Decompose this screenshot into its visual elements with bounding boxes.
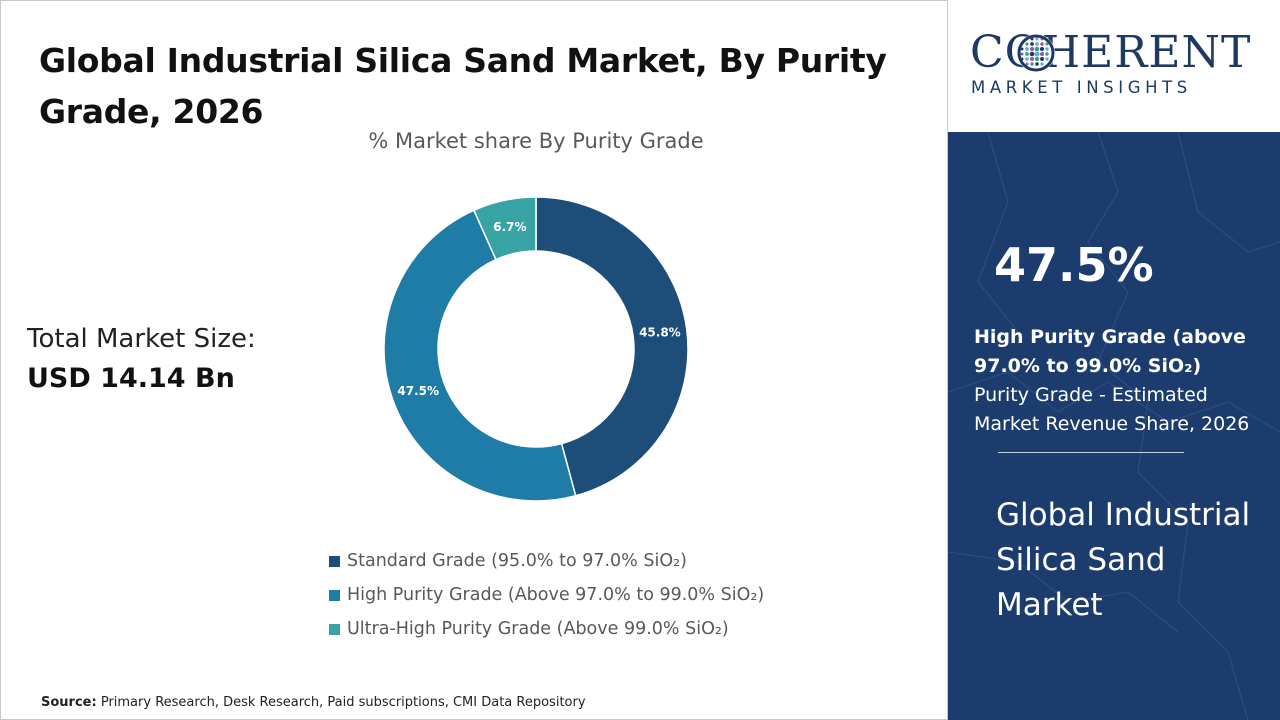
chart-title: % Market share By Purity Grade	[368, 129, 704, 153]
logo-tagline: MARKET INSIGHTS	[971, 78, 1192, 97]
highlight-segment: High Purity Grade (above 97.0% to 99.0% …	[974, 326, 1246, 377]
donut-chart: 45.8% 47.5% 6.7%	[383, 196, 689, 502]
slice-data-label: 6.7%	[493, 220, 526, 234]
legend-swatch	[329, 623, 340, 635]
total-market-label: Total Market Size:	[27, 324, 256, 354]
legend-label: High Purity Grade (Above 97.0% to 99.0% …	[347, 585, 765, 605]
highlight-percent: 47.5%	[994, 238, 1154, 292]
slice-data-label: 45.8%	[639, 326, 681, 340]
page-title: Global Industrial Silica Sand Market, By…	[39, 41, 887, 131]
divider	[998, 452, 1184, 453]
logo-wordmark: COHERENT	[970, 27, 1252, 78]
slice-standard-grade	[535, 196, 689, 497]
source-note: Source: Primary Research, Desk Research,…	[41, 695, 586, 710]
legend-swatch	[329, 555, 340, 567]
market-name: Global Industrial Silica Sand Market	[996, 497, 1251, 623]
source-text: Primary Research, Desk Research, Paid su…	[100, 695, 586, 710]
highlight-description: Purity Grade - Estimated Market Revenue …	[974, 384, 1250, 435]
map-outline-decoration	[948, 132, 1280, 720]
logo-globe-icon	[1017, 34, 1055, 72]
summary-panel: COHERENT MARKET INSIGHTS 47.5% High Puri…	[948, 0, 1280, 720]
slice-data-label: 47.5%	[397, 384, 439, 398]
legend-swatch	[329, 589, 340, 601]
chart-panel: Global Industrial Silica Sand Market, By…	[0, 0, 948, 720]
company-logo: COHERENT MARKET INSIGHTS	[948, 0, 1280, 132]
chart-legend: Standard Grade (95.0% to 97.0% SiO₂) Hig…	[329, 544, 764, 646]
legend-item-ultra-high-purity: Ultra-High Purity Grade (Above 99.0% SiO…	[329, 612, 764, 646]
highlight-box: 47.5% High Purity Grade (above 97.0% to …	[948, 132, 1280, 720]
legend-label: Standard Grade (95.0% to 97.0% SiO₂)	[347, 551, 687, 571]
legend-label: Ultra-High Purity Grade (Above 99.0% SiO…	[347, 619, 729, 639]
source-label: Source:	[41, 695, 97, 710]
slice-high-purity-grade	[383, 209, 577, 502]
total-market-value: USD 14.14 Bn	[27, 363, 235, 394]
slice-ultra-high-purity-grade	[472, 196, 537, 261]
legend-item-standard: Standard Grade (95.0% to 97.0% SiO₂)	[329, 544, 764, 578]
legend-item-high-purity: High Purity Grade (Above 97.0% to 99.0% …	[329, 578, 764, 612]
